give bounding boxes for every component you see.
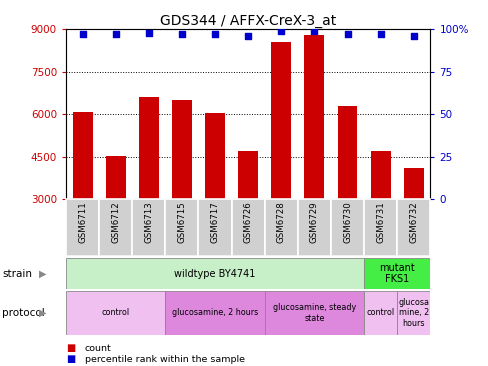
Bar xyxy=(364,199,396,256)
Bar xyxy=(370,151,390,285)
Point xyxy=(79,31,86,37)
Bar xyxy=(396,199,429,256)
Bar xyxy=(165,199,198,256)
Text: glucosamine, 2 hours: glucosamine, 2 hours xyxy=(172,309,258,317)
Text: ■: ■ xyxy=(66,354,75,365)
Bar xyxy=(364,291,396,335)
Text: GSM6729: GSM6729 xyxy=(309,201,318,243)
Text: control: control xyxy=(102,309,129,317)
Text: GSM6731: GSM6731 xyxy=(375,201,385,243)
Bar xyxy=(231,199,264,256)
Point xyxy=(112,31,120,37)
Text: GSM6712: GSM6712 xyxy=(111,201,120,243)
Bar xyxy=(139,97,159,285)
Point xyxy=(277,28,285,34)
Bar xyxy=(105,156,125,285)
Bar xyxy=(66,258,364,289)
Text: GSM6728: GSM6728 xyxy=(276,201,285,243)
Bar xyxy=(396,291,429,335)
Text: ▶: ▶ xyxy=(39,308,47,318)
Text: ■: ■ xyxy=(66,343,75,354)
Bar xyxy=(66,199,99,256)
Text: GSM6726: GSM6726 xyxy=(243,201,252,243)
Bar xyxy=(271,42,291,285)
Bar xyxy=(264,199,297,256)
Bar xyxy=(330,199,364,256)
Text: GSM6730: GSM6730 xyxy=(342,201,351,243)
Text: GSM6717: GSM6717 xyxy=(210,201,219,243)
Point xyxy=(244,33,252,39)
Text: strain: strain xyxy=(2,269,32,279)
Bar xyxy=(172,100,191,285)
Bar xyxy=(73,112,92,285)
Bar xyxy=(66,291,165,335)
Bar xyxy=(297,199,330,256)
Title: GDS344 / AFFX-CreX-3_at: GDS344 / AFFX-CreX-3_at xyxy=(160,14,336,28)
Bar xyxy=(364,258,429,289)
Text: wildtype BY4741: wildtype BY4741 xyxy=(174,269,255,279)
Text: GSM6713: GSM6713 xyxy=(144,201,153,243)
Text: count: count xyxy=(84,344,111,353)
Point xyxy=(211,31,219,37)
Text: glucosa
mine, 2
hours: glucosa mine, 2 hours xyxy=(397,298,428,328)
Text: protocol: protocol xyxy=(2,308,45,318)
Point xyxy=(178,31,185,37)
Bar xyxy=(403,168,423,285)
Bar xyxy=(132,199,165,256)
Point xyxy=(376,31,384,37)
Bar xyxy=(264,291,364,335)
Text: mutant
FKS1: mutant FKS1 xyxy=(379,263,414,284)
Bar xyxy=(204,113,224,285)
Bar xyxy=(337,106,357,285)
Text: GSM6715: GSM6715 xyxy=(177,201,186,243)
Text: glucosamine, steady
state: glucosamine, steady state xyxy=(272,303,355,323)
Point xyxy=(144,30,152,36)
Text: GSM6711: GSM6711 xyxy=(78,201,87,243)
Bar xyxy=(99,199,132,256)
Bar xyxy=(165,291,264,335)
Bar xyxy=(238,151,258,285)
Text: GSM6732: GSM6732 xyxy=(408,201,417,243)
Bar xyxy=(304,35,324,285)
Point xyxy=(310,28,318,34)
Point xyxy=(343,31,351,37)
Bar xyxy=(198,199,231,256)
Text: control: control xyxy=(366,309,394,317)
Text: ▶: ▶ xyxy=(39,269,47,279)
Text: percentile rank within the sample: percentile rank within the sample xyxy=(84,355,244,364)
Point xyxy=(409,33,417,39)
